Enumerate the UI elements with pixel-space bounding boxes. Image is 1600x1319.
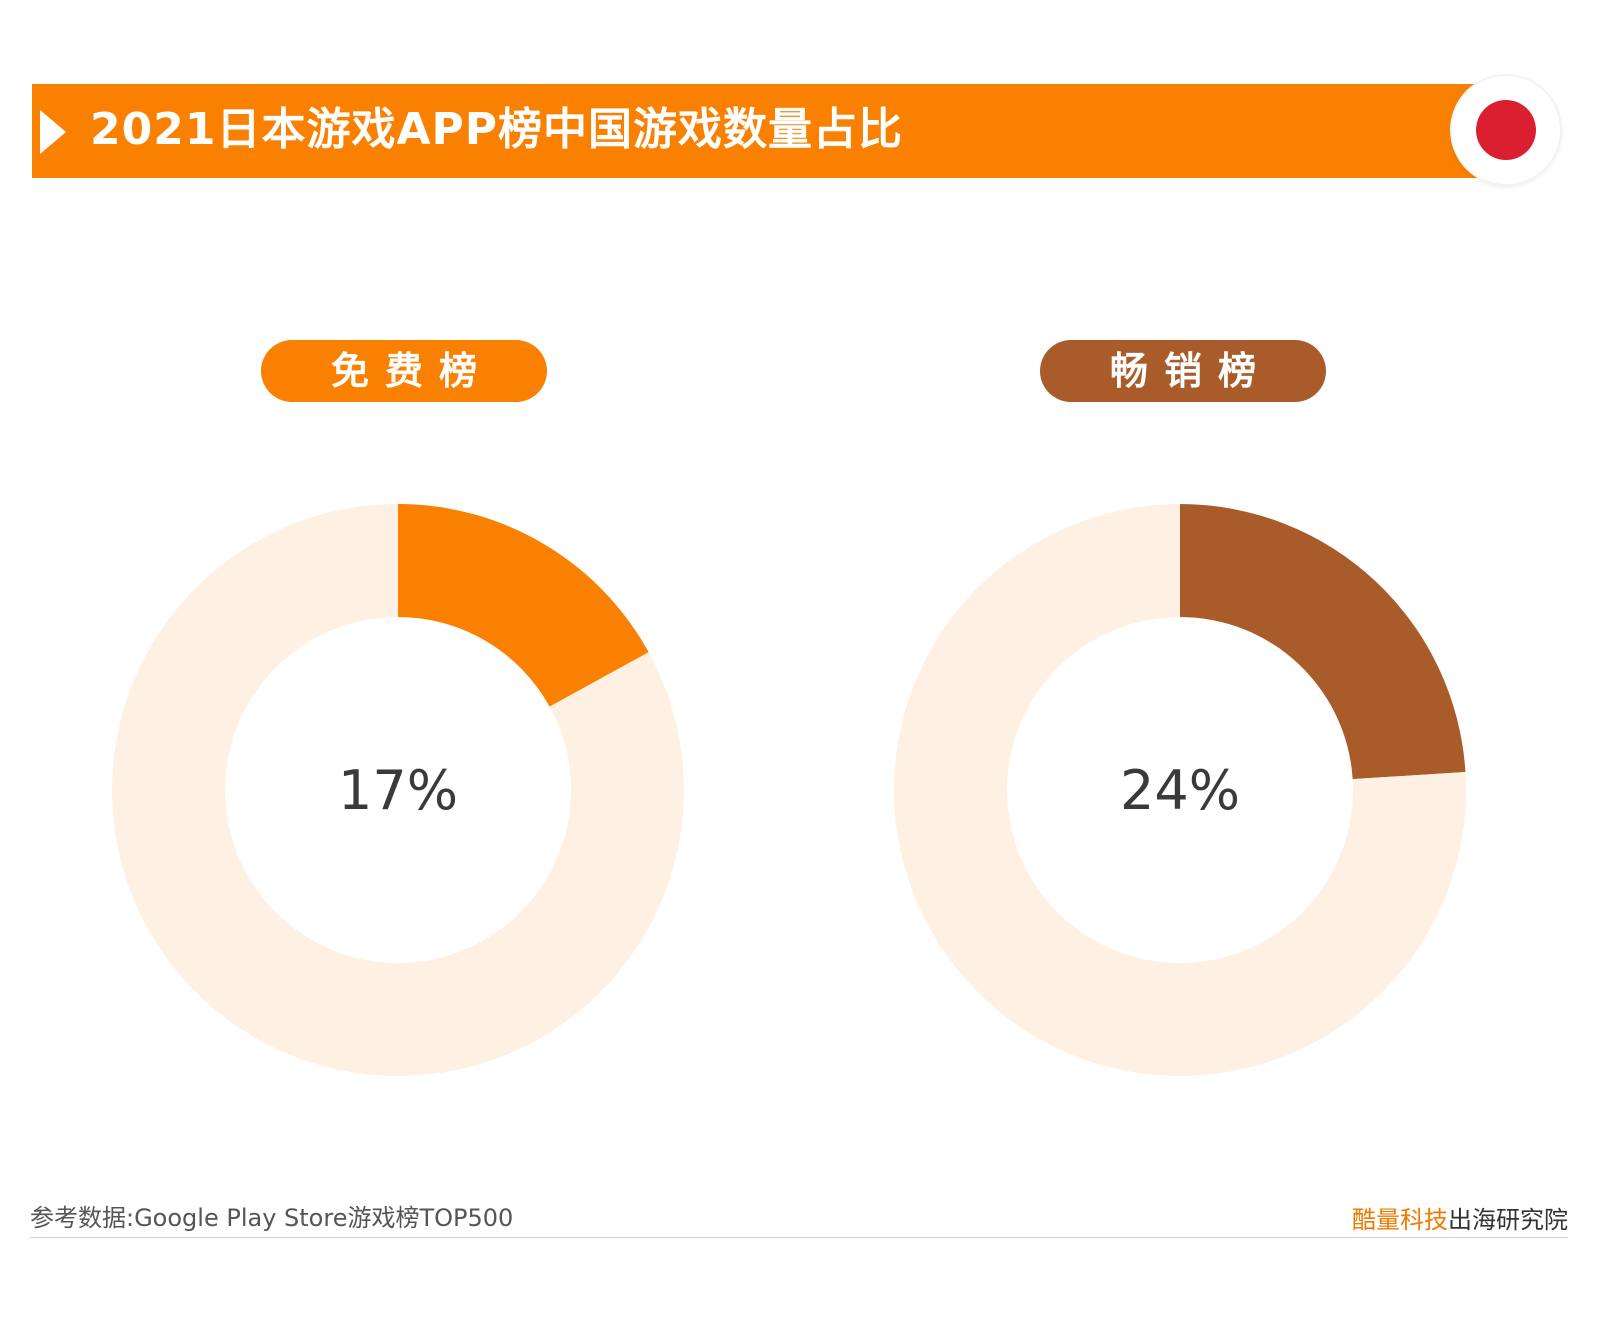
grossing-donut-slice-1 [893,504,1466,1076]
brand-accent: 酷量科技 [1352,1206,1448,1234]
free-chart-title: 免费榜 [261,340,547,402]
title-bar [32,84,1484,178]
grossing-chart-title: 畅销榜 [1040,340,1326,402]
play-arrow-icon [40,110,66,154]
flag-red-disc [1476,100,1536,160]
brand-footer: 酷量科技出海研究院 [1352,1200,1568,1235]
chart-title: 2021日本游戏APP榜中国游戏数量占比 [90,104,904,155]
footer-divider [30,1237,1568,1238]
free-donut-slice-1 [112,504,685,1076]
grossing-donut-slice-0 [1180,504,1466,780]
brand-rest: 出海研究院 [1448,1206,1568,1234]
grossing-center-label: 24% [1120,759,1240,822]
data-source-note: 参考数据:Google Play Store游戏榜TOP500 [30,1204,514,1232]
free-donut-slice-0 [398,504,649,707]
free-center-label: 17% [338,759,458,822]
japan-flag-icon [1452,76,1560,184]
